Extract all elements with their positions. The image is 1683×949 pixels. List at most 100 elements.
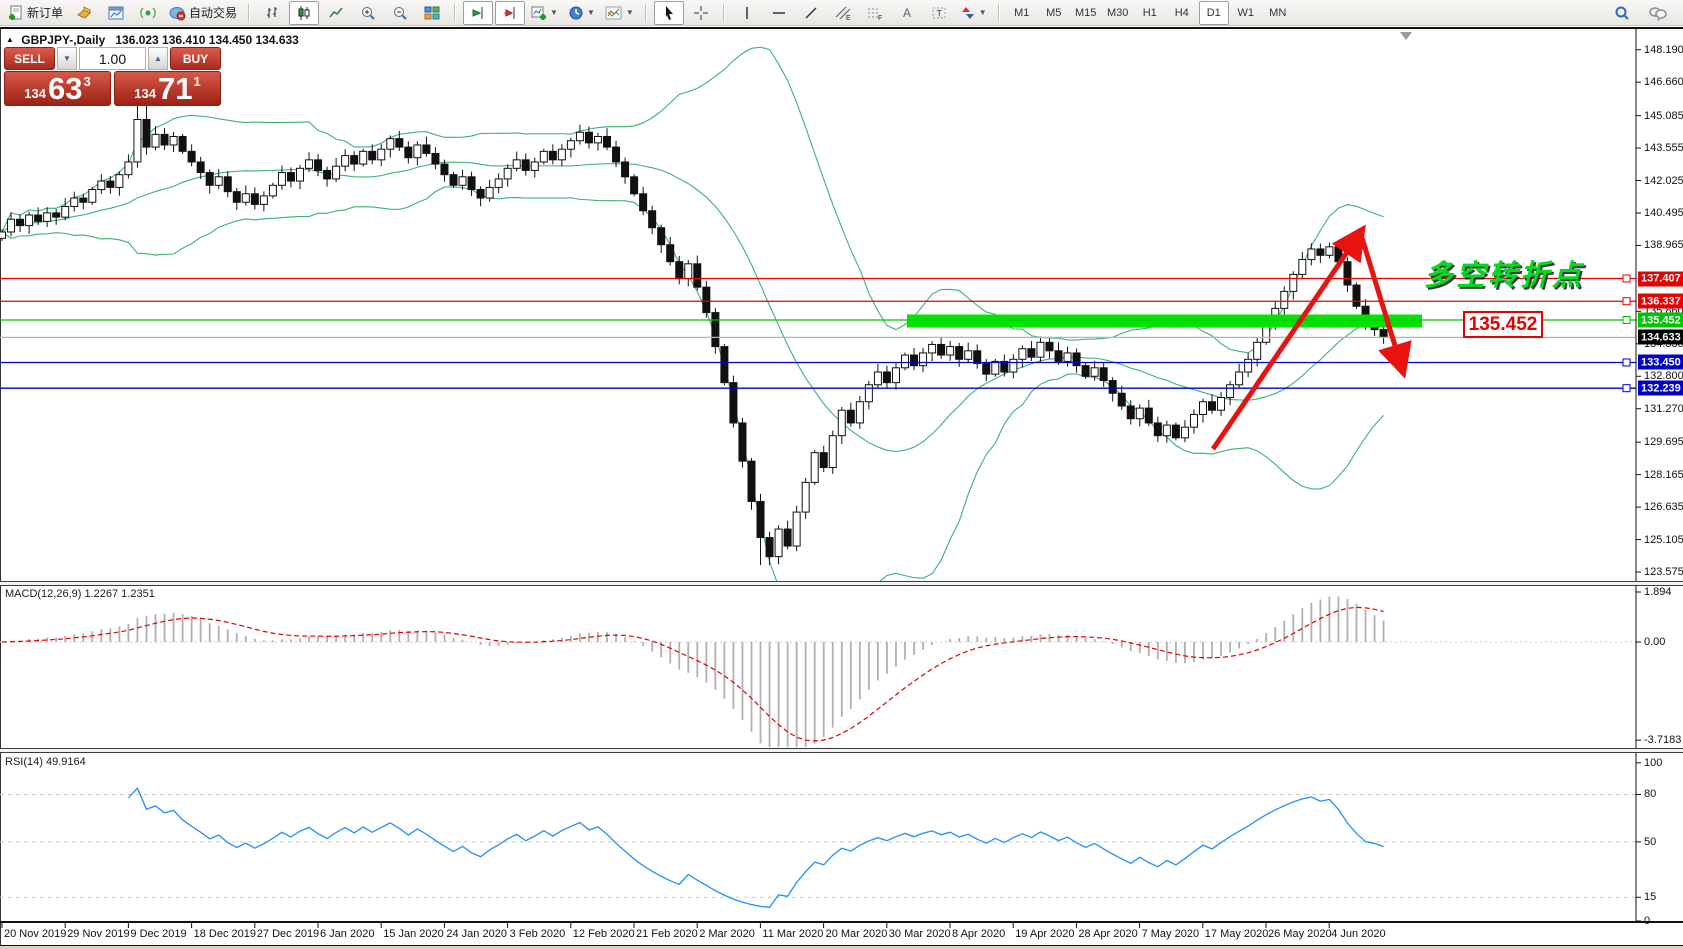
chart-window-icon [108, 6, 124, 19]
tile-windows-button[interactable] [417, 1, 447, 25]
timeframe-h1[interactable]: H1 [1142, 6, 1157, 19]
timeframe-m15[interactable]: M15 [1075, 6, 1097, 19]
chart-shift-icon [504, 6, 515, 19]
svg-text:E: E [846, 15, 851, 21]
window-bottom-border [0, 945, 1683, 946]
text-tool[interactable]: A [892, 1, 922, 25]
text-label-tool[interactable]: T [924, 1, 954, 25]
bars-icon [267, 6, 278, 18]
charts-button[interactable] [101, 1, 131, 25]
arrow-objects-icon [961, 6, 974, 19]
timeframe-m5[interactable]: M5 [1046, 6, 1062, 19]
svg-text:F: F [878, 15, 882, 21]
window-resize-edge [0, 946, 1683, 949]
sell-price-point: 3 [83, 74, 91, 89]
chat-button[interactable] [1643, 1, 1673, 25]
macd-panel-splitter[interactable] [0, 581, 1683, 586]
marketwatch-icon [77, 5, 91, 19]
fibonacci-icon: F [867, 8, 882, 21]
clock-icon [569, 6, 583, 19]
main-toolbar: 新订单 自动交易 [0, 0, 1683, 26]
zoom-in-button[interactable] [353, 1, 383, 25]
autotrading-label: 自动交易 [189, 6, 238, 20]
toolbar-separator [248, 3, 251, 22]
auto-scroll-icon [472, 6, 483, 19]
zoom-in-icon [362, 6, 375, 20]
date-axis-border [0, 921, 1683, 923]
chat-icon [1649, 6, 1667, 21]
timeframe-m1[interactable]: M1 [1014, 6, 1030, 19]
buy-price-pips: 71 [157, 71, 193, 106]
one-click-trading-panel: SELL ▼ 1.00 ▲ BUY 134 63 3 134 71 1 [4, 47, 221, 106]
auto-scroll-button[interactable] [463, 0, 494, 25]
buy-button[interactable]: BUY [170, 47, 221, 70]
volume-up-button[interactable]: ▲ [148, 47, 168, 70]
toolbar-separator [644, 3, 647, 22]
search-button[interactable] [1607, 1, 1637, 25]
buy-price-point: 1 [193, 74, 201, 89]
chart-shift-button[interactable] [495, 0, 526, 25]
new-order-icon [9, 5, 22, 20]
timeframe-mn[interactable]: MN [1269, 6, 1287, 19]
arrows-dropdown[interactable]: ▼ [956, 1, 991, 25]
signal-icon [140, 6, 156, 19]
trendline-icon [805, 6, 817, 19]
equidistant-channel-tool[interactable]: E [828, 1, 858, 25]
timeframe-h4[interactable]: H4 [1174, 6, 1189, 19]
signals-button[interactable] [133, 1, 163, 25]
line-chart-button[interactable] [321, 1, 351, 25]
vertical-line-tool[interactable] [732, 1, 762, 25]
zoom-out-button[interactable] [385, 1, 415, 25]
new-chart-dropdown[interactable]: ▼ [527, 1, 562, 25]
horizontal-line-tool[interactable] [764, 1, 794, 25]
sell-price-button[interactable]: 134 63 3 [4, 71, 111, 106]
chevron-down-icon: ▼ [978, 7, 987, 17]
sell-price-figure: 134 [24, 86, 46, 101]
toolbar-separator [454, 3, 457, 22]
label-icon: T [932, 7, 946, 18]
chevron-down-icon: ▼ [550, 7, 558, 17]
volume-down-button[interactable]: ▼ [57, 47, 77, 70]
cursor-icon [665, 5, 673, 20]
line-chart-icon [329, 7, 343, 17]
svg-text:T: T [936, 8, 942, 18]
volume-input[interactable]: 1.00 [79, 47, 146, 70]
crosshair-tool-button[interactable] [686, 1, 716, 25]
tile-windows-icon [424, 6, 440, 19]
indicators-dropdown[interactable]: ▼ [601, 1, 638, 25]
chevron-down-icon: ▼ [586, 7, 595, 17]
channel-icon: E [835, 6, 851, 21]
zoom-out-icon [394, 6, 407, 20]
sell-price-pips: 63 [47, 71, 83, 106]
crosshair-icon [693, 5, 708, 20]
timeframe-w1[interactable]: W1 [1237, 6, 1254, 19]
rsi-panel-splitter[interactable] [0, 748, 1683, 753]
bar-chart-button[interactable] [257, 1, 287, 25]
new-chart-icon [531, 6, 547, 20]
svg-text:A: A [903, 6, 911, 20]
autotrading-button[interactable]: 自动交易 [165, 1, 241, 25]
candlestick-chart-button[interactable] [289, 0, 320, 25]
timeframe-d1[interactable]: D1 [1198, 0, 1229, 25]
buy-price-figure: 134 [134, 86, 156, 101]
cursor-tool-button[interactable] [653, 0, 684, 25]
indicators-icon [605, 6, 622, 19]
fibonacci-tool[interactable]: F [860, 1, 890, 25]
new-order-label: 新订单 [27, 6, 64, 20]
sell-button[interactable]: SELL [4, 47, 55, 70]
trendline-tool[interactable] [796, 1, 826, 25]
toolbar-separator [997, 3, 1000, 22]
candles-icon [298, 5, 310, 20]
timeframe-m30[interactable]: M30 [1107, 6, 1129, 19]
new-order-button[interactable]: 新订单 [4, 1, 67, 25]
horizontal-line-icon [772, 11, 785, 14]
toolbar-separator [722, 3, 725, 22]
vertical-line-icon [746, 6, 748, 19]
periods-dropdown[interactable]: ▼ [564, 1, 599, 25]
marketwatch-button[interactable] [69, 1, 99, 25]
text-icon: A [903, 6, 911, 20]
autotrading-icon [169, 6, 186, 20]
buy-price-button[interactable]: 134 71 1 [114, 71, 221, 106]
